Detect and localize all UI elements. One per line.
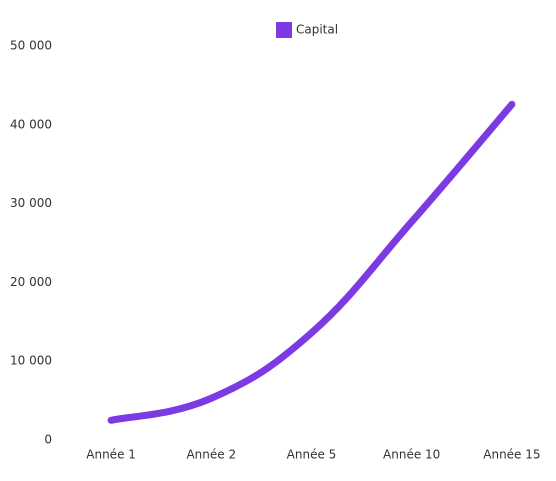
x-tick-label: Année 10 bbox=[383, 448, 440, 462]
legend-swatch bbox=[276, 22, 292, 38]
legend-label: Capital bbox=[296, 23, 338, 37]
y-tick-label: 30 000 bbox=[10, 196, 52, 210]
y-tick-label: 0 bbox=[44, 433, 52, 447]
y-tick-label: 10 000 bbox=[10, 354, 52, 368]
x-tick-label: Année 15 bbox=[483, 448, 540, 462]
y-tick-label: 50 000 bbox=[10, 39, 52, 53]
x-tick-label: Année 1 bbox=[86, 448, 136, 462]
y-tick-label: 40 000 bbox=[10, 117, 52, 131]
y-tick-label: 20 000 bbox=[10, 275, 52, 289]
x-tick-label: Année 5 bbox=[287, 448, 337, 462]
x-tick-label: Année 2 bbox=[186, 448, 236, 462]
line bbox=[107, 100, 516, 424]
